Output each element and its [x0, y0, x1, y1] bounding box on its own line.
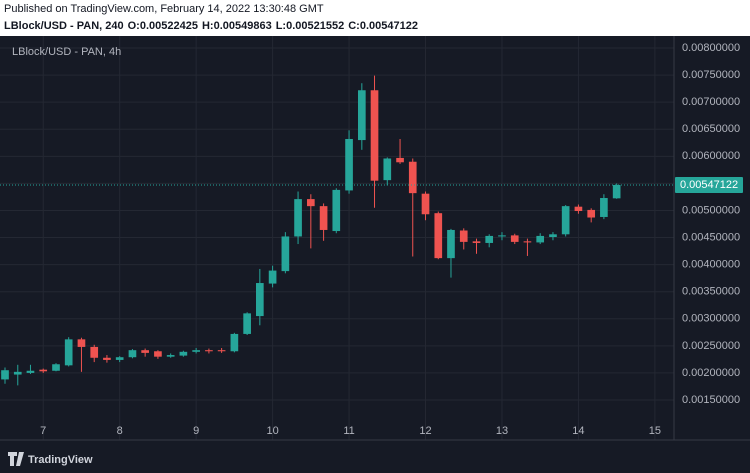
candle-body: [268, 270, 277, 284]
candle-body: [128, 350, 137, 358]
y-tick-label: 0.00600000: [682, 150, 740, 162]
candle-body: [205, 350, 213, 352]
y-tick-label: 0.00250000: [682, 340, 740, 352]
candle-body: [434, 213, 443, 259]
y-tick-label: 0.00500000: [682, 204, 740, 216]
candle-body: [192, 350, 200, 352]
x-tick-label: 14: [572, 425, 584, 437]
logo-text: TradingView: [28, 454, 93, 466]
candle-body: [600, 198, 608, 217]
chart-title: LBlock/USD - PAN, 4h: [12, 46, 121, 58]
candle-body: [1, 370, 9, 380]
candle-body: [64, 339, 73, 366]
candle-body: [52, 364, 60, 371]
candle-body: [523, 241, 532, 243]
ohlc-label: H:: [202, 20, 214, 32]
last-price-label: 0.00547122: [680, 179, 738, 191]
x-tick-label: 9: [193, 425, 199, 437]
candle-body: [77, 339, 86, 347]
candle-body: [459, 230, 468, 242]
ohlc-value: 0.00549863: [214, 20, 272, 32]
candle-body: [179, 351, 188, 356]
ohlc-value: 0.00521552: [286, 20, 344, 32]
x-tick-label: 8: [117, 425, 123, 437]
candle-body: [319, 206, 328, 230]
candle-body: [370, 90, 379, 181]
header-bg: [0, 0, 750, 36]
candle-body: [39, 369, 48, 372]
y-tick-label: 0.00350000: [682, 286, 740, 298]
ohlc-label: L:: [276, 20, 286, 32]
y-tick-label: 0.00700000: [682, 96, 740, 108]
candles: [1, 75, 621, 386]
x-tick-label: 13: [496, 425, 508, 437]
candle-body: [536, 235, 545, 243]
x-tick-label: 15: [649, 425, 661, 437]
candle-body: [256, 283, 264, 317]
candle-body: [230, 333, 239, 352]
candle-body: [154, 351, 162, 357]
candle-body: [13, 371, 22, 375]
x-tick-label: 10: [266, 425, 278, 437]
candle-body: [115, 357, 124, 360]
ohlc-value: 0.00547122: [360, 20, 418, 32]
ohlc-label: C:: [348, 20, 360, 32]
candle-body: [357, 90, 366, 141]
candle-body: [574, 206, 583, 212]
symbol-line: LBlock/USD - PAN, 240 O:0.00522425 H:0.005…: [4, 20, 418, 32]
candle-body: [243, 313, 251, 334]
y-tick-label: 0.00300000: [682, 313, 740, 325]
candle-body: [345, 138, 353, 191]
y-tick-label: 0.00650000: [682, 123, 740, 135]
candle-body: [281, 236, 290, 272]
published-text: Published on TradingView.com, February 1…: [4, 3, 324, 15]
y-tick-label: 0.00750000: [682, 69, 740, 81]
candle-body: [549, 234, 557, 238]
last-price-box: [675, 176, 743, 193]
candle-body: [26, 370, 35, 373]
x-tick-label: 11: [343, 425, 354, 437]
y-tick-label: 0.00200000: [682, 367, 740, 379]
candle-body: [561, 206, 570, 235]
candle-body: [306, 199, 315, 207]
candle-body: [421, 193, 430, 215]
y-tick-label: 0.00400000: [682, 259, 740, 271]
candle-body: [396, 157, 404, 163]
y-tick-label: 0.00150000: [682, 394, 740, 406]
candle-body: [332, 189, 341, 232]
candle-body: [103, 357, 111, 360]
ohlc-label: O:: [128, 20, 140, 32]
logo-icon: [8, 452, 24, 466]
x-tick-label: 7: [40, 425, 46, 437]
candle-body: [498, 235, 506, 237]
symbol: LBlock/USD - PAN, 240: [4, 20, 124, 32]
y-tick-label: 0.00800000: [682, 42, 740, 54]
candle-body: [510, 235, 519, 242]
logo: TradingView: [8, 452, 93, 466]
candle-body: [587, 209, 596, 218]
candle-body: [166, 355, 175, 357]
candle-body: [383, 158, 392, 181]
candle-body: [294, 199, 302, 237]
candle-body: [612, 184, 621, 199]
ohlc-value: 0.00522425: [140, 20, 198, 32]
candle-body: [90, 346, 99, 358]
candle-body: [447, 229, 455, 259]
candle-body: [485, 235, 494, 243]
y-tick-label: 0.00450000: [682, 231, 740, 243]
candle-body: [408, 161, 417, 194]
candle-body: [472, 241, 481, 243]
candle-body: [217, 350, 226, 352]
x-tick-label: 12: [419, 425, 431, 437]
candle-body: [141, 350, 149, 353]
